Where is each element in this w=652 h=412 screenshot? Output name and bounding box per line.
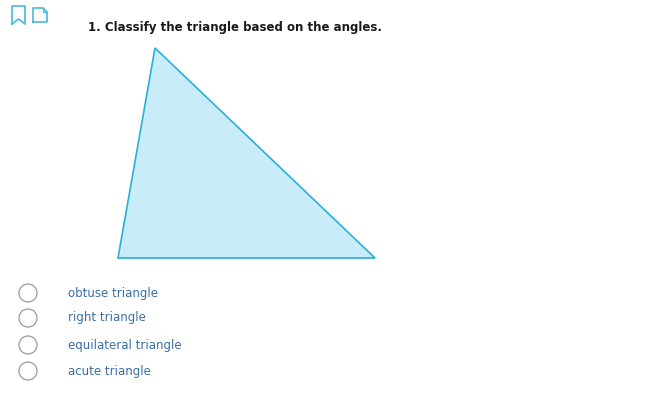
Text: right triangle: right triangle [68, 311, 146, 325]
Text: 1. Classify the triangle based on the angles.: 1. Classify the triangle based on the an… [88, 21, 382, 34]
Text: equilateral triangle: equilateral triangle [68, 339, 182, 351]
Polygon shape [118, 48, 375, 258]
Text: acute triangle: acute triangle [68, 365, 151, 377]
Text: obtuse triangle: obtuse triangle [68, 286, 158, 300]
